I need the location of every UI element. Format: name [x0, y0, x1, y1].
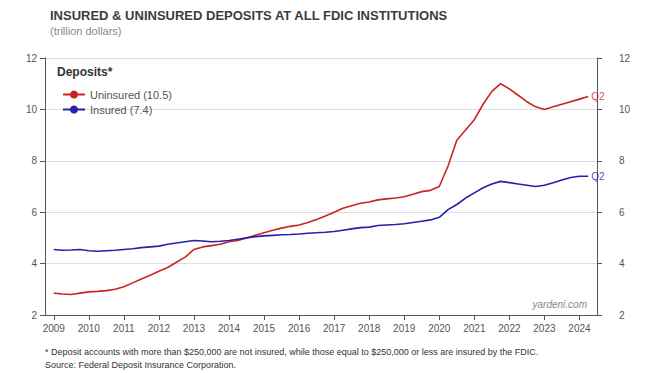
- svg-text:2013: 2013: [183, 323, 206, 334]
- svg-text:2009: 2009: [43, 323, 66, 334]
- svg-text:INSURED & UNINSURED DEPOSITS A: INSURED & UNINSURED DEPOSITS AT ALL FDIC…: [50, 8, 448, 23]
- svg-text:2010: 2010: [78, 323, 101, 334]
- svg-text:2: 2: [619, 310, 625, 321]
- svg-text:2020: 2020: [428, 323, 451, 334]
- svg-text:2011: 2011: [113, 323, 135, 334]
- svg-text:8: 8: [31, 155, 37, 166]
- svg-text:2022: 2022: [498, 323, 521, 334]
- svg-text:2023: 2023: [533, 323, 556, 334]
- svg-text:10: 10: [26, 104, 38, 115]
- svg-text:10: 10: [619, 104, 631, 115]
- svg-text:Uninsured (10.5): Uninsured (10.5): [90, 89, 172, 101]
- svg-text:2014: 2014: [218, 323, 241, 334]
- svg-text:Source: Federal Deposit Insura: Source: Federal Deposit Insurance Corpor…: [45, 360, 236, 370]
- svg-text:Q2: Q2: [591, 91, 605, 102]
- svg-text:2017: 2017: [323, 323, 346, 334]
- svg-text:2: 2: [31, 310, 37, 321]
- svg-text:yardeni.com: yardeni.com: [532, 299, 587, 310]
- svg-text:6: 6: [619, 207, 625, 218]
- svg-text:2015: 2015: [253, 323, 276, 334]
- svg-text:4: 4: [619, 258, 625, 269]
- svg-text:2019: 2019: [393, 323, 416, 334]
- svg-text:4: 4: [31, 258, 37, 269]
- svg-text:Q2: Q2: [591, 171, 605, 182]
- svg-text:2024: 2024: [568, 323, 591, 334]
- svg-text:(trillion dollars): (trillion dollars): [50, 25, 122, 37]
- svg-text:2018: 2018: [358, 323, 381, 334]
- svg-text:8: 8: [619, 155, 625, 166]
- svg-text:2012: 2012: [148, 323, 171, 334]
- svg-text:12: 12: [26, 53, 38, 64]
- svg-text:Insured (7.4): Insured (7.4): [90, 104, 152, 116]
- svg-text:* Deposit accounts with more t: * Deposit accounts with more than $250,0…: [45, 347, 538, 357]
- svg-text:2021: 2021: [463, 323, 486, 334]
- svg-text:2016: 2016: [288, 323, 311, 334]
- svg-text:12: 12: [619, 53, 631, 64]
- svg-text:Deposits*: Deposits*: [57, 65, 113, 79]
- svg-text:6: 6: [31, 207, 37, 218]
